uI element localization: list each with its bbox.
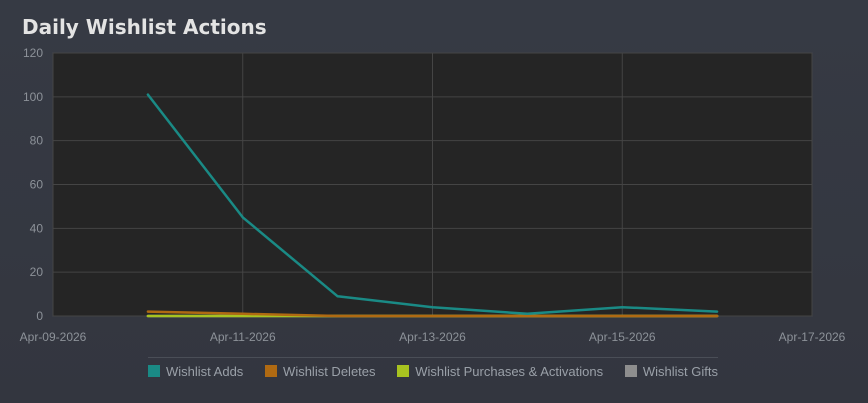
x-tick-label: Apr-17-2026: [779, 330, 846, 344]
y-tick-label: 80: [30, 134, 44, 148]
legend-swatch: [624, 365, 637, 377]
legend-label: Wishlist Adds: [166, 363, 244, 379]
x-tick-label: Apr-13-2026: [399, 330, 466, 344]
legend-item[interactable]: Wishlist Deletes: [265, 363, 376, 379]
x-tick-label: Apr-11-2026: [210, 330, 276, 344]
legend-label: Wishlist Deletes: [283, 363, 376, 379]
x-tick-label: Apr-09-2026: [20, 330, 87, 344]
legend-swatch: [397, 365, 410, 377]
legend-item[interactable]: Wishlist Adds: [148, 364, 243, 379]
line-chart: 0 20 40 60 80 100 120 Apr-09-2026 Apr-11-2026 Apr…: [20, 46, 846, 344]
legend-item[interactable]: Wishlist Gifts: [624, 363, 718, 379]
chart-title: Daily Wishlist Actions: [22, 15, 267, 39]
legend-label: Wishlist Gifts: [642, 363, 718, 379]
legend-item[interactable]: Wishlist Purchases & Activations: [397, 364, 603, 379]
legend-swatch: [148, 365, 160, 377]
y-tick-label: 120: [23, 46, 43, 60]
y-tick-label: 0: [36, 309, 43, 323]
y-tick-label: 60: [30, 178, 44, 192]
y-tick-label: 100: [23, 90, 43, 104]
series-line-wishlist-deletes: [146, 310, 719, 318]
legend-swatch: [265, 365, 278, 377]
y-tick-label: 40: [30, 221, 44, 235]
x-tick-label: Apr-15-2026: [589, 330, 656, 344]
legend-label: Wishlist Purchases & Activations: [415, 363, 604, 379]
chart-legend: Wishlist Adds Wishlist Deletes Wishlist Pu…: [148, 357, 718, 384]
y-tick-label: 20: [30, 265, 44, 279]
series-line-wishlist-adds: [146, 93, 719, 316]
